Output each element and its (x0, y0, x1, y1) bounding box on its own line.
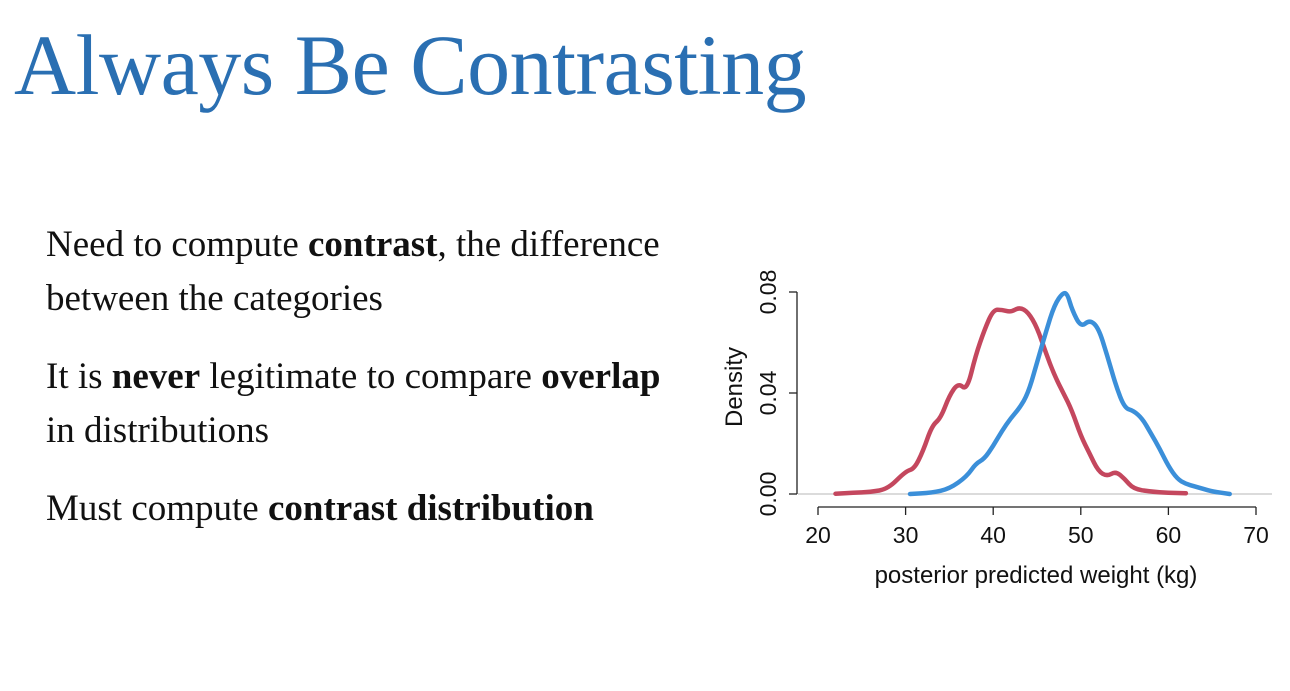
x-tick-label: 70 (1243, 522, 1269, 548)
x-tick-label: 40 (980, 522, 1006, 548)
x-axis-label: posterior predicted weight (kg) (875, 562, 1198, 589)
bullet-contrast: Need to compute contrast, the difference… (46, 218, 686, 326)
y-tick-label: 0.00 (755, 472, 781, 517)
y-axis-label: Density (721, 347, 748, 427)
x-tick-label: 50 (1068, 522, 1094, 548)
density-curve-red (833, 306, 1189, 496)
bullet-overlap: It is never legitimate to compare overla… (46, 350, 686, 458)
bullet-text: , the difference between the categories (46, 224, 660, 319)
bullet-text: It is (46, 356, 112, 397)
y-tick-label: 0.08 (755, 270, 781, 315)
density-chart-svg: Density posterior predicted weight (kg) … (721, 270, 1272, 589)
bullet-contrast-distribution: Must compute contrast distribution (46, 482, 686, 536)
bullet-list: Need to compute contrast, the difference… (46, 218, 686, 560)
bullet-emphasis: contrast (308, 224, 438, 265)
bullet-text: Need to compute (46, 224, 308, 265)
bullet-emphasis: contrast distribution (267, 488, 594, 529)
bullet-text: legitimate to compare (200, 356, 542, 397)
density-chart: Density posterior predicted weight (kg) … (700, 245, 1290, 595)
bullet-text: in distributions (46, 410, 270, 451)
bullet-text: Must compute (46, 488, 268, 529)
bullet-emphasis: overlap (541, 356, 661, 397)
y-tick-label: 0.04 (755, 370, 781, 415)
x-tick-label: 60 (1156, 522, 1182, 548)
bullet-emphasis: never (111, 356, 201, 397)
x-tick-label: 30 (893, 522, 919, 548)
slide-title: Always Be Contrasting (14, 17, 807, 113)
density-curve-blue (907, 290, 1232, 497)
x-tick-label: 20 (805, 522, 831, 548)
